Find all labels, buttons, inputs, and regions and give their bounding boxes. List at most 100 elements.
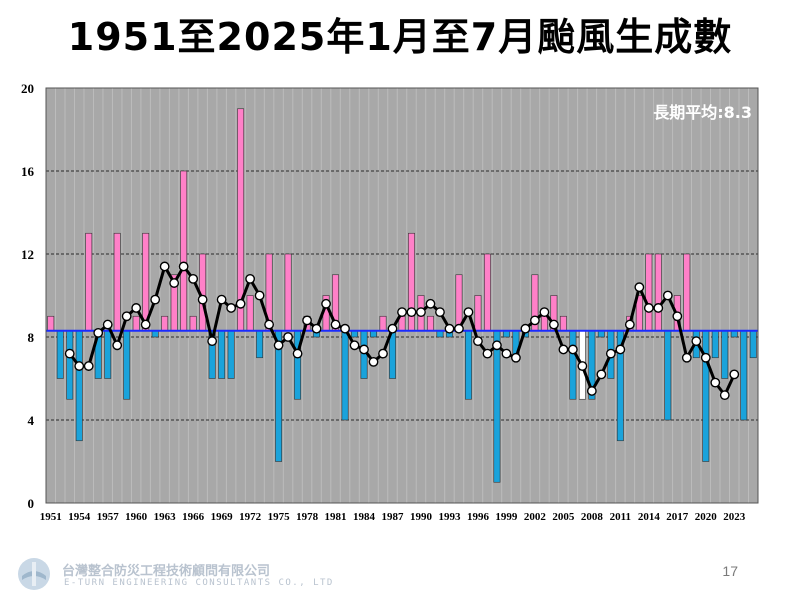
y-tick-label: 12 [21, 247, 34, 262]
bar-1986 [379, 315, 387, 332]
smooth-point-1986 [378, 348, 388, 359]
smooth-point-1987 [387, 323, 398, 334]
smooth-point-2014 [643, 303, 654, 313]
smooth-point-2020 [700, 352, 711, 363]
smooth-point-2002 [530, 315, 540, 326]
smooth-point-2023 [729, 369, 740, 380]
smooth-point-2009 [596, 369, 607, 380]
bar-1982 [341, 330, 349, 421]
bar-2005 [559, 315, 567, 332]
x-tick-label: 1963 [154, 511, 177, 523]
x-tick-label: 1975 [268, 511, 291, 523]
smooth-point-1990 [416, 307, 426, 317]
smooth-point-1979 [311, 323, 322, 334]
bar-2014 [645, 253, 653, 332]
smooth-point-1955 [83, 361, 94, 371]
company-name-cn: 台灣整合防災工程技術顧問有限公司 [62, 564, 271, 579]
bar-1996 [474, 295, 482, 332]
bar-1955 [85, 232, 93, 332]
x-tick-label: 1981 [325, 511, 347, 523]
smooth-point-1954 [74, 361, 85, 371]
smooth-point-1998 [492, 340, 502, 351]
x-tick-label: 1966 [182, 511, 205, 523]
smooth-point-2016 [662, 290, 673, 301]
y-tick-label: 8 [28, 330, 35, 345]
bar-1966 [189, 315, 197, 332]
bar-1991 [427, 315, 434, 332]
smooth-point-1953 [64, 348, 75, 359]
bar-1957 [104, 330, 112, 379]
smooth-point-1981 [330, 319, 341, 330]
smooth-point-1959 [121, 311, 132, 322]
smooth-point-2008 [586, 386, 597, 396]
bar-1960 [132, 315, 140, 332]
smooth-point-1975 [273, 340, 284, 351]
company-name-en: E-TURN ENGINEERING CONSULTANTS CO., LTD [64, 578, 334, 588]
bar-1970 [227, 330, 235, 379]
smooth-point-2000 [511, 352, 521, 363]
bar-2022 [721, 330, 729, 379]
smooth-point-1978 [302, 315, 312, 326]
smooth-point-2022 [719, 390, 730, 400]
smooth-point-1965 [178, 261, 189, 272]
smooth-point-1997 [482, 348, 493, 359]
bar-1958 [113, 232, 121, 332]
smooth-point-1993 [444, 323, 455, 334]
bar-1995 [465, 330, 472, 400]
smooth-point-2010 [605, 348, 616, 359]
bar-2016 [664, 330, 672, 421]
bar-2024 [740, 330, 748, 421]
x-tick-label: 2017 [666, 511, 689, 523]
bar-1963 [161, 315, 169, 332]
smooth-point-1956 [93, 327, 104, 338]
x-tick-label: 2014 [638, 511, 661, 523]
x-tick-label: 2020 [695, 511, 718, 523]
x-tick-label: 1954 [68, 511, 91, 523]
plot-border [45, 87, 759, 504]
smooth-point-1963 [159, 261, 170, 272]
x-tick-label: 1993 [438, 511, 461, 523]
smooth-point-1966 [188, 273, 199, 284]
smooth-point-1982 [340, 323, 350, 334]
bar-2021 [711, 330, 719, 359]
bar-1952 [56, 330, 64, 379]
slide-number: 17 [722, 563, 738, 579]
smooth-point-1968 [207, 336, 218, 347]
smooth-point-2004 [548, 319, 559, 330]
smooth-point-1991 [425, 298, 436, 309]
x-tick-label: 2023 [723, 511, 746, 523]
x-tick-label: 1987 [382, 511, 405, 523]
smooth-point-2003 [539, 307, 550, 317]
smooth-point-1980 [321, 298, 331, 309]
smooth-point-1996 [473, 336, 483, 347]
bar-1951 [47, 315, 55, 332]
company-logo-icon [18, 558, 50, 590]
smooth-point-2005 [558, 344, 569, 355]
bar-2006 [569, 330, 577, 400]
bar-2018 [683, 253, 691, 332]
bar-1965 [180, 170, 188, 332]
bar-2015 [654, 253, 662, 332]
bar-1973 [256, 330, 264, 359]
x-tick-label: 1996 [467, 511, 490, 523]
smooth-point-2019 [691, 336, 702, 347]
smooth-point-1974 [264, 319, 274, 330]
x-tick-label: 1951 [40, 511, 62, 523]
smooth-point-1977 [292, 348, 303, 359]
smooth-point-1958 [112, 340, 123, 351]
smooth-point-2013 [634, 282, 645, 293]
smooth-point-1994 [454, 323, 464, 334]
smooth-point-1969 [216, 294, 227, 305]
bar-1959 [123, 330, 131, 400]
smooth-point-2017 [672, 311, 683, 322]
smooth-point-1962 [150, 294, 161, 305]
x-tick-label: 1978 [296, 511, 319, 523]
smooth-point-2007 [577, 361, 588, 371]
bar-1997 [483, 253, 491, 332]
x-tick-label: 1990 [410, 511, 433, 523]
smooth-point-1967 [197, 294, 208, 305]
y-tick-label: 16 [21, 164, 35, 179]
smooth-point-1989 [406, 307, 417, 317]
smooth-point-2011 [615, 344, 626, 355]
bar-1969 [218, 330, 226, 379]
